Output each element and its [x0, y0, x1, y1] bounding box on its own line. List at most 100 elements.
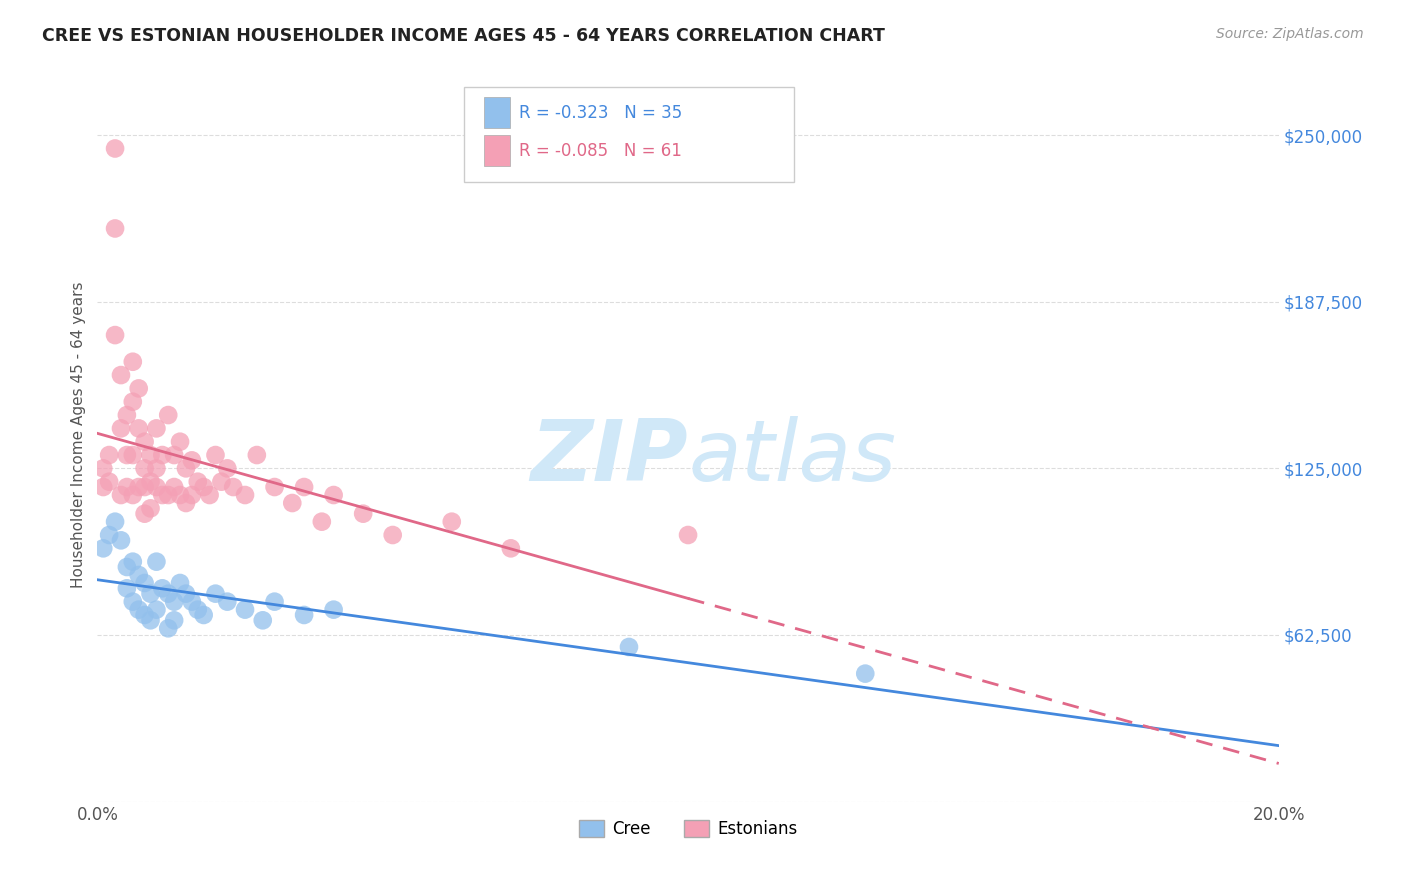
- Point: [157, 408, 180, 422]
- Point: [174, 587, 197, 601]
- Point: [150, 448, 173, 462]
- Point: [174, 496, 197, 510]
- Point: [104, 328, 127, 343]
- Legend: Cree, Estonians: Cree, Estonians: [572, 813, 804, 845]
- Point: [263, 594, 285, 608]
- Point: [128, 602, 150, 616]
- Point: [204, 448, 226, 462]
- Point: [157, 587, 180, 601]
- Point: [169, 576, 191, 591]
- Point: [139, 475, 162, 489]
- Point: [145, 602, 167, 616]
- Point: [163, 480, 186, 494]
- Point: [381, 528, 404, 542]
- Point: [187, 475, 209, 489]
- Point: [169, 488, 191, 502]
- Point: [134, 461, 156, 475]
- Point: [169, 434, 191, 449]
- Point: [217, 461, 239, 475]
- Point: [246, 448, 269, 462]
- Point: [217, 594, 239, 608]
- Text: atlas: atlas: [688, 416, 896, 499]
- Point: [121, 594, 143, 608]
- Point: [263, 480, 285, 494]
- Text: R = -0.323   N = 35: R = -0.323 N = 35: [519, 103, 682, 121]
- Point: [121, 394, 143, 409]
- Point: [292, 480, 315, 494]
- Point: [98, 475, 121, 489]
- Point: [134, 507, 156, 521]
- Point: [198, 488, 221, 502]
- Point: [134, 607, 156, 622]
- Point: [115, 408, 138, 422]
- Point: [121, 355, 143, 369]
- Point: [180, 488, 202, 502]
- Point: [853, 666, 876, 681]
- Point: [163, 448, 186, 462]
- Point: [91, 541, 114, 556]
- Point: [440, 515, 463, 529]
- Point: [145, 421, 167, 435]
- Point: [233, 602, 256, 616]
- Point: [104, 515, 127, 529]
- Point: [676, 528, 699, 542]
- Point: [91, 480, 114, 494]
- Point: [110, 368, 132, 382]
- Point: [139, 501, 162, 516]
- Point: [139, 613, 162, 627]
- Text: R = -0.085   N = 61: R = -0.085 N = 61: [519, 142, 682, 160]
- Point: [174, 461, 197, 475]
- Point: [163, 594, 186, 608]
- FancyBboxPatch shape: [484, 97, 509, 128]
- FancyBboxPatch shape: [464, 87, 794, 182]
- Text: ZIP: ZIP: [530, 416, 688, 499]
- Point: [145, 461, 167, 475]
- Point: [252, 613, 274, 627]
- Point: [134, 434, 156, 449]
- Point: [121, 555, 143, 569]
- Point: [121, 488, 143, 502]
- Point: [352, 507, 374, 521]
- Point: [222, 480, 245, 494]
- Point: [98, 528, 121, 542]
- Point: [157, 488, 180, 502]
- Point: [157, 621, 180, 635]
- Point: [145, 555, 167, 569]
- Point: [121, 448, 143, 462]
- Point: [204, 587, 226, 601]
- Point: [115, 480, 138, 494]
- Point: [180, 453, 202, 467]
- Point: [193, 607, 215, 622]
- Point: [110, 488, 132, 502]
- Point: [187, 602, 209, 616]
- FancyBboxPatch shape: [484, 136, 509, 166]
- Point: [104, 141, 127, 155]
- Point: [128, 381, 150, 395]
- Point: [134, 480, 156, 494]
- Text: CREE VS ESTONIAN HOUSEHOLDER INCOME AGES 45 - 64 YEARS CORRELATION CHART: CREE VS ESTONIAN HOUSEHOLDER INCOME AGES…: [42, 27, 884, 45]
- Point: [322, 602, 344, 616]
- Point: [128, 568, 150, 582]
- Point: [139, 587, 162, 601]
- Point: [145, 480, 167, 494]
- Point: [281, 496, 304, 510]
- Point: [134, 576, 156, 591]
- Point: [209, 475, 232, 489]
- Point: [292, 607, 315, 622]
- Point: [163, 613, 186, 627]
- Point: [311, 515, 333, 529]
- Text: Source: ZipAtlas.com: Source: ZipAtlas.com: [1216, 27, 1364, 41]
- Point: [115, 448, 138, 462]
- Point: [193, 480, 215, 494]
- Point: [180, 594, 202, 608]
- Point: [128, 480, 150, 494]
- Point: [499, 541, 522, 556]
- Point: [104, 221, 127, 235]
- Point: [150, 582, 173, 596]
- Point: [98, 448, 121, 462]
- Point: [233, 488, 256, 502]
- Point: [139, 448, 162, 462]
- Point: [115, 560, 138, 574]
- Point: [128, 421, 150, 435]
- Point: [91, 461, 114, 475]
